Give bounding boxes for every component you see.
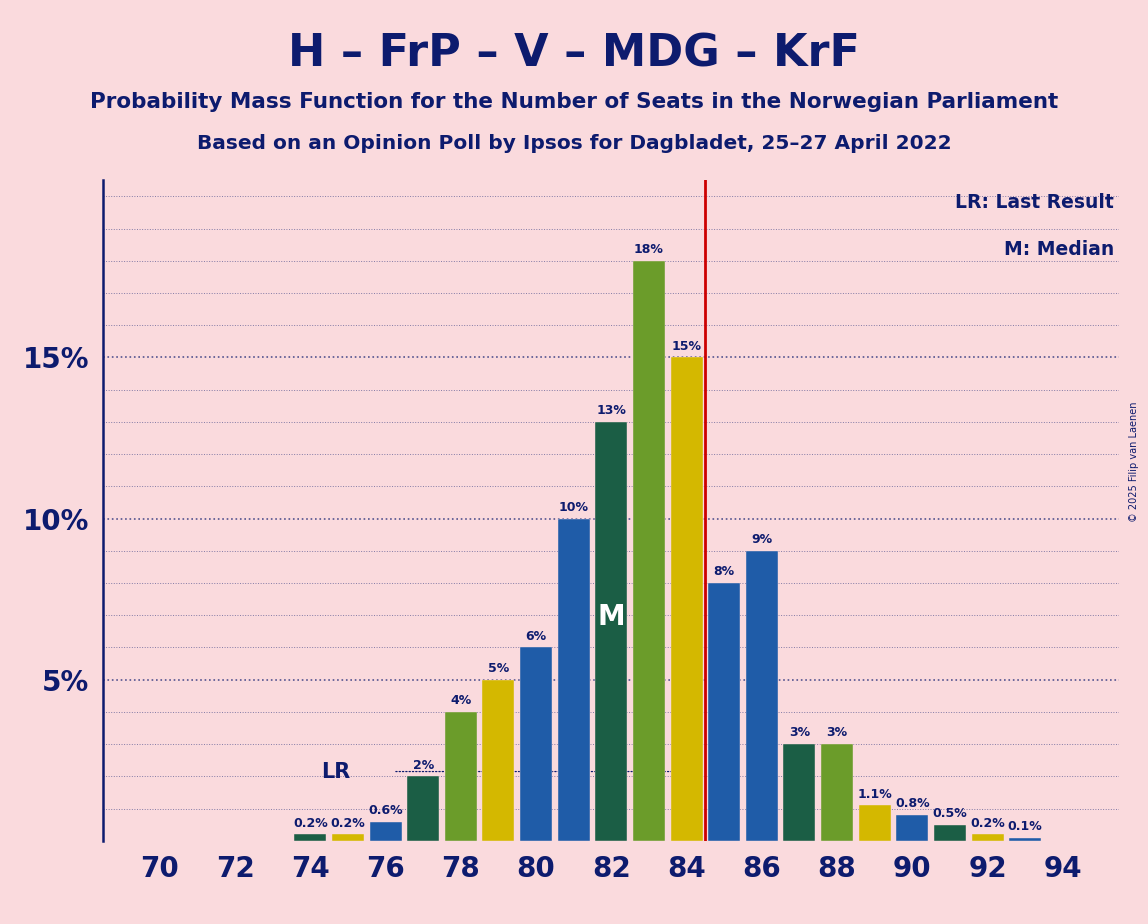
Text: Probability Mass Function for the Number of Seats in the Norwegian Parliament: Probability Mass Function for the Number… [90, 92, 1058, 113]
Bar [746, 551, 778, 841]
Text: 2%: 2% [412, 759, 434, 772]
Bar [596, 422, 627, 841]
Text: M: M [597, 603, 626, 631]
Text: 5%: 5% [488, 662, 509, 675]
Text: H – FrP – V – MDG – KrF: H – FrP – V – MDG – KrF [288, 32, 860, 76]
Bar [670, 358, 703, 841]
Text: 0.2%: 0.2% [293, 817, 327, 830]
Bar [783, 744, 815, 841]
Text: 3%: 3% [827, 726, 847, 739]
Text: 6%: 6% [526, 629, 546, 643]
Text: 13%: 13% [596, 404, 627, 417]
Bar [332, 834, 364, 841]
Text: 15%: 15% [672, 340, 701, 353]
Bar [520, 648, 552, 841]
Bar [558, 518, 590, 841]
Bar [370, 821, 402, 841]
Bar [821, 744, 853, 841]
Text: 0.2%: 0.2% [970, 817, 1004, 830]
Text: 4%: 4% [450, 694, 472, 707]
Text: 0.8%: 0.8% [895, 797, 930, 810]
Bar [444, 711, 476, 841]
Text: 3%: 3% [789, 726, 810, 739]
Bar [859, 806, 891, 841]
Text: 1.1%: 1.1% [858, 787, 892, 800]
Text: 8%: 8% [714, 565, 735, 578]
Text: 0.1%: 0.1% [1008, 820, 1042, 833]
Text: © 2025 Filip van Laenen: © 2025 Filip van Laenen [1130, 402, 1139, 522]
Bar [897, 815, 929, 841]
Text: M: Median: M: Median [1004, 239, 1115, 259]
Bar [708, 583, 740, 841]
Text: Based on an Opinion Poll by Ipsos for Dagbladet, 25–27 April 2022: Based on an Opinion Poll by Ipsos for Da… [196, 134, 952, 153]
Text: 10%: 10% [559, 501, 589, 514]
Bar [1009, 838, 1041, 841]
Bar [408, 776, 440, 841]
Text: LR: Last Result: LR: Last Result [955, 193, 1115, 213]
Bar [971, 834, 1003, 841]
Bar [934, 825, 965, 841]
Bar [633, 261, 665, 841]
Text: 18%: 18% [634, 243, 664, 256]
Text: 0.6%: 0.6% [369, 804, 403, 817]
Text: 9%: 9% [751, 533, 773, 546]
Text: 0.5%: 0.5% [932, 807, 968, 820]
Bar [482, 680, 514, 841]
Text: 0.2%: 0.2% [331, 817, 365, 830]
Text: LR: LR [321, 761, 351, 782]
Bar [294, 834, 326, 841]
